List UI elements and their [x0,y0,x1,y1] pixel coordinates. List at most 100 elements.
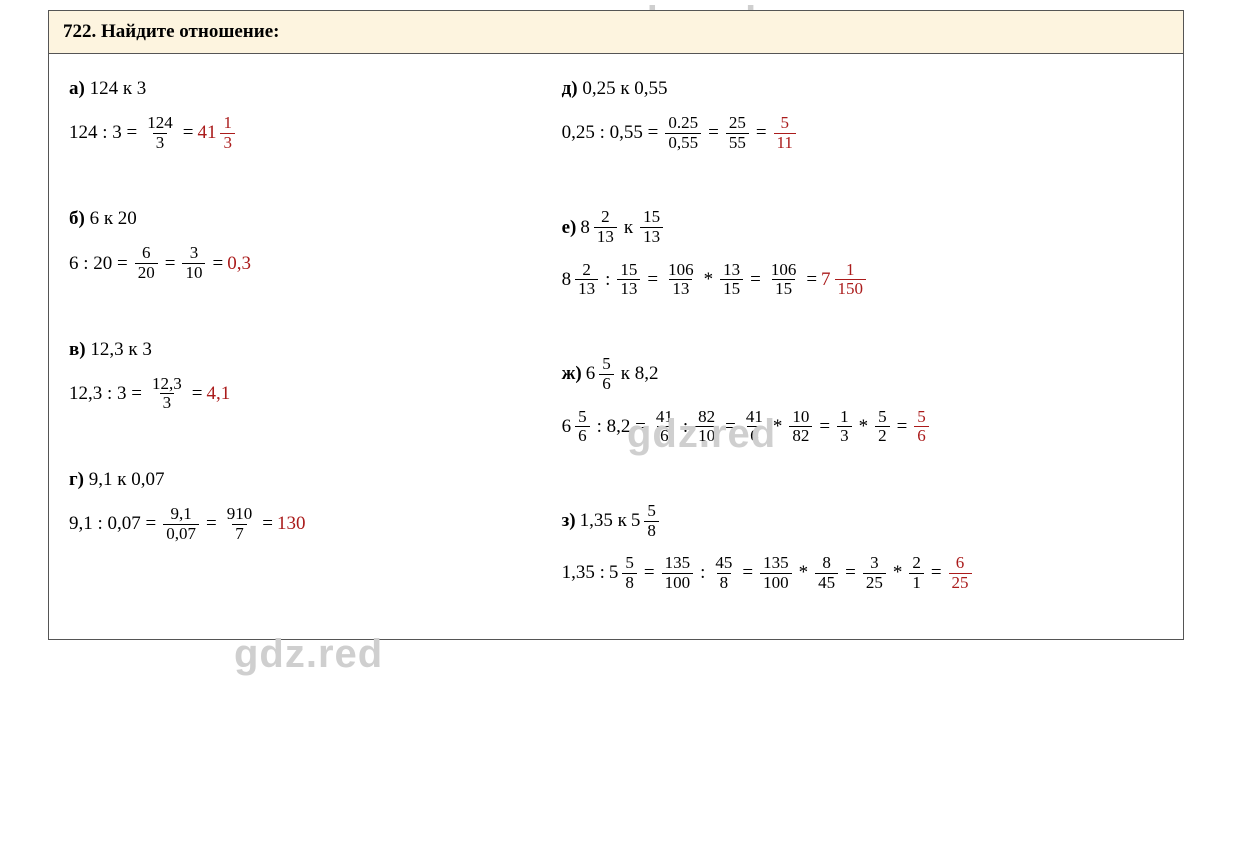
denominator: 25 [949,573,972,593]
equals: = [931,562,942,584]
denominator: 15 [772,279,795,299]
answer: 5 11 [774,114,796,152]
item-letter: е) [562,217,577,239]
fraction: 2 13 [575,261,598,299]
numerator: 5 [599,355,614,374]
equals: = [725,416,736,438]
numerator: 6 [139,244,154,263]
numerator: 2 [909,554,924,573]
numerator: 106 [665,261,697,280]
mixed-number: 6 5 6 [586,355,617,393]
item-solution: 0,25 : 0,55 = 0.25 0,55 = 25 55 = 5 11 [562,114,1163,152]
equals: = [819,416,830,438]
equals: = [183,122,194,144]
star: * [799,562,809,584]
denominator: 13 [617,279,640,299]
denominator: 150 [835,279,867,299]
denominator: 45 [815,573,838,593]
fraction: 6 20 [135,244,158,282]
star: * [893,562,903,584]
fraction: 1 150 [835,261,867,299]
item-letter: б) [69,208,85,229]
answer: 41 1 3 [197,114,238,152]
numerator: 1 [843,261,858,280]
fraction: 15 13 [617,261,640,299]
answer: 5 6 [914,408,929,446]
whole: 6 [586,363,596,385]
numerator: 41 [743,408,766,427]
fraction: 135 100 [760,554,792,592]
colon: : 8,2 = [597,416,646,438]
answer: 7 1 150 [821,261,869,299]
equals: = [845,562,856,584]
denominator: 1 [909,573,924,593]
item-b: б) 6 к 20 6 : 20 = 6 20 = 3 10 = 0,3 [69,208,532,282]
equals: = [206,513,217,535]
item-label: г) 9,1 к 0,07 [69,469,532,491]
fraction: 1 3 [837,408,852,446]
answer: 6 25 [949,554,972,592]
fraction: 15 13 [640,208,663,246]
numerator: 5 [622,554,637,573]
fraction: 10 82 [789,408,812,446]
numerator: 2 [579,261,594,280]
item-problem: 6 к 20 [90,208,137,229]
denominator: 13 [669,279,692,299]
expr-lhs: 9,1 : 0,07 = [69,513,156,535]
item-solution: 124 : 3 = 124 3 = 41 1 3 [69,114,532,152]
fraction: 1 3 [220,114,235,152]
item-solution: 1,35 : 5 5 8 = 135 100 : [562,554,1163,592]
mixed-number: 8 2 13 [562,261,602,299]
denominator: 13 [594,227,617,247]
expr-lhs: 6 : 20 = [69,253,128,275]
numerator: 2 [598,208,613,227]
denominator: 15 [720,279,743,299]
fraction: 3 10 [182,244,205,282]
fraction: 5 6 [599,355,614,393]
numerator: 12,3 [149,375,185,394]
whole: 6 [562,416,572,438]
fraction: 45 8 [712,554,735,592]
denominator: 100 [760,573,792,593]
numerator: 5 [777,114,792,133]
star: * [859,416,869,438]
fraction: 3 25 [863,554,886,592]
denominator: 3 [837,426,852,446]
text-k: к 8,2 [621,363,659,385]
problem-box: 722. Найдите отношение: gdz.red gdz.red … [48,10,1184,640]
fraction: 8 45 [815,554,838,592]
equals: = [165,253,176,275]
problem-number: 722. [63,21,96,42]
denominator: 11 [774,133,796,153]
item-letter: г) [69,469,84,490]
denominator: 6 [599,374,614,394]
numerator: 5 [875,408,890,427]
denominator: 20 [135,263,158,283]
item-zh: ж) 6 5 6 к 8,2 6 5 6 [562,355,1163,446]
expr-lhs: 0,25 : 0,55 = [562,122,659,144]
equals: = [192,383,203,405]
equals: = [212,253,223,275]
mixed-number: 6 5 6 [562,408,593,446]
answer: 4,1 [206,383,230,405]
answer: 0,3 [227,253,251,275]
item-problem: 0,25 к 0,55 [582,78,667,99]
numerator: 10 [789,408,812,427]
fraction: 124 3 [144,114,176,152]
answer: 130 [277,513,306,535]
item-letter: д) [562,78,578,99]
item-letter: в) [69,339,86,360]
numerator: 1 [220,114,235,133]
item-e: е) 8 2 13 к 15 13 [562,208,1163,299]
problem-title: Найдите отношение: [101,21,279,42]
item-label: з) 1,35 к 5 5 8 [562,502,1163,540]
colon: : [605,269,610,291]
equals: = [742,562,753,584]
denominator: 55 [726,133,749,153]
fraction: 13 15 [720,261,743,299]
denominator: 25 [863,573,886,593]
text-k: к [624,217,633,239]
fraction: 2 13 [594,208,617,246]
watermark: gdz.red [234,632,383,677]
fraction: 135 100 [662,554,694,592]
